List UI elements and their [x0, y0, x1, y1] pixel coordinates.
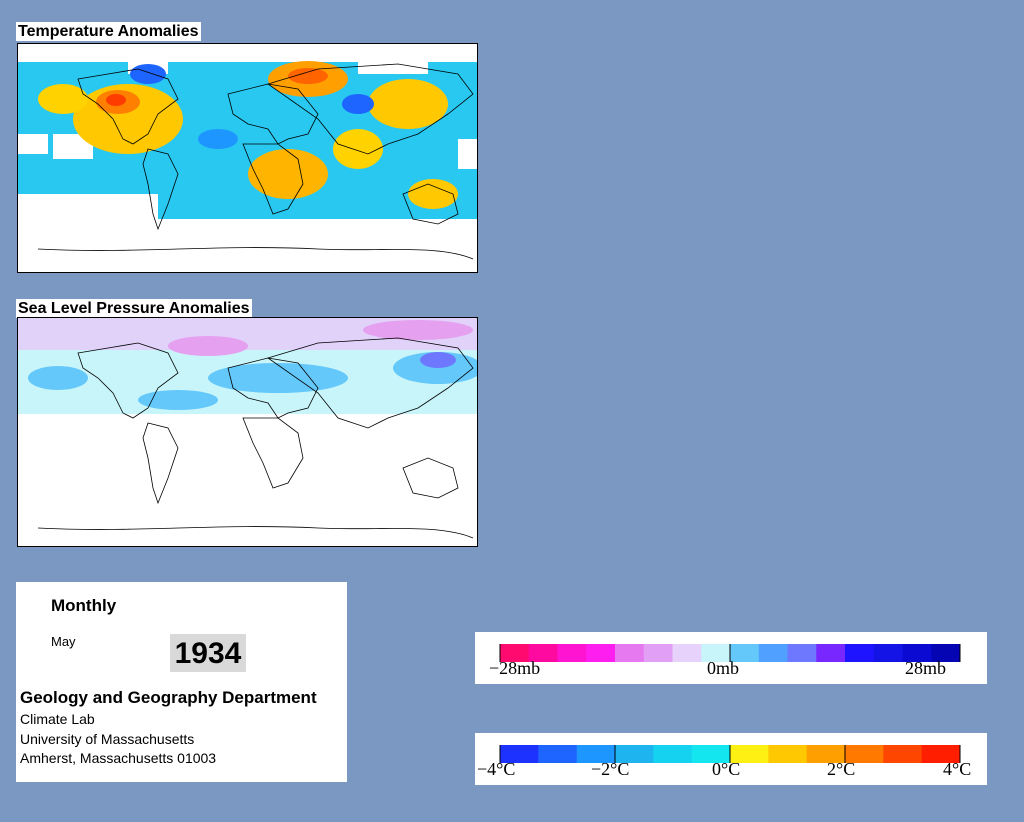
temperature-legend-swatch [730, 745, 769, 763]
pressure-legend-bar [499, 644, 961, 662]
temp-cold-russia [342, 94, 374, 114]
temp-missing-top-3 [358, 62, 428, 74]
temp-missing-1 [18, 134, 48, 154]
pressure-tick-min: −28mb [489, 658, 541, 678]
temperature-legend-swatch [653, 745, 693, 763]
pressure-legend-swatch [873, 644, 903, 662]
info-line-university: University of Massachusetts [20, 731, 195, 747]
pressure-legend-swatch [586, 644, 616, 662]
pressure-legend-swatch [730, 644, 760, 662]
slp-pos-atlantic [138, 390, 218, 410]
temperature-legend-swatch [768, 745, 808, 763]
pressure-legend-swatch [643, 644, 673, 662]
temperature-legend-swatch [883, 745, 923, 763]
info-panel: Monthly May 1934 Geology and Geography D… [16, 582, 347, 782]
temperature-legend-swatch [576, 745, 616, 763]
temp-antarctica [18, 229, 477, 272]
slp-pos-pacific [28, 366, 88, 390]
temp-tick-neg4: −4°C [477, 759, 516, 779]
info-line-address: Amherst, Massachusetts 01003 [20, 750, 217, 766]
info-line-lab: Climate Lab [20, 711, 95, 727]
temperature-map-canvas [18, 44, 477, 272]
temp-tick-pos4: 4°C [943, 759, 972, 779]
temp-warm-india [333, 129, 383, 169]
temperature-legend-swatch [615, 745, 654, 763]
temp-cold-canada [130, 64, 166, 84]
slp-neg-arctic-1 [168, 336, 248, 356]
temp-warm-pacific [38, 84, 88, 114]
temperature-legend-bar [499, 745, 961, 763]
temp-tick-pos2: 2°C [827, 759, 856, 779]
temp-missing-top-1 [18, 44, 477, 62]
temp-warm-africa [248, 149, 328, 199]
slp-pos-core [420, 352, 456, 368]
temp-missing-4 [18, 219, 477, 229]
pressure-legend: −28mb 0mb 28mb [475, 632, 987, 684]
slp-pos-band-2 [393, 352, 477, 384]
slp-neg-arctic-2 [363, 320, 473, 340]
temperature-legend-swatch [538, 745, 578, 763]
slp-missing-south [18, 414, 477, 546]
slp-coastlines [37, 337, 474, 539]
temperature-anomaly-map [17, 43, 478, 273]
pressure-legend-swatch [557, 644, 587, 662]
pressure-legend-swatch [701, 644, 731, 662]
pressure-map-title: Sea Level Pressure Anomalies [16, 299, 252, 318]
temp-hot-core [106, 94, 126, 106]
temperature-legend-swatch [500, 745, 539, 763]
temperature-legend-swatch [921, 745, 961, 763]
temperature-legend-swatch [845, 745, 884, 763]
slp-pos-band-1 [208, 363, 348, 393]
temp-tick-neg2: −2°C [591, 759, 630, 779]
pressure-legend-swatch [845, 644, 875, 662]
pressure-legend-swatch [816, 644, 846, 662]
pressure-map-canvas [18, 318, 477, 546]
department-name: Geology and Geography Department [20, 688, 317, 707]
temperature-legend: −4°C −2°C 0°C 2°C 4°C [475, 733, 987, 785]
month-label: May [51, 634, 76, 649]
pressure-legend-swatch [672, 644, 702, 662]
pressure-legend-swatch [528, 644, 558, 662]
pressure-legend-swatch [615, 644, 645, 662]
pressure-legend-swatch [787, 644, 817, 662]
temp-warm-australia [408, 179, 458, 209]
temperature-map-title: Temperature Anomalies [16, 22, 201, 41]
pressure-legend-swatch [902, 644, 932, 662]
period-label: Monthly [51, 596, 117, 615]
temperature-legend-swatch [691, 745, 731, 763]
year-display: 1934 [170, 634, 246, 672]
pressure-legend-swatch [758, 644, 788, 662]
pressure-tick-max: 28mb [905, 658, 947, 678]
temp-tick-zero: 0°C [712, 759, 741, 779]
pressure-legend-swatch [500, 644, 530, 662]
temp-cold-atlantic [198, 129, 238, 149]
pressure-anomaly-map [17, 317, 478, 547]
temp-warm-asia [368, 79, 448, 129]
pressure-tick-zero: 0mb [707, 658, 740, 678]
temp-missing-5 [458, 139, 477, 169]
temp-warm-europe-core [288, 68, 328, 84]
temp-coastlines [37, 63, 474, 260]
temperature-legend-swatch [806, 745, 846, 763]
pressure-legend-swatch [931, 644, 961, 662]
